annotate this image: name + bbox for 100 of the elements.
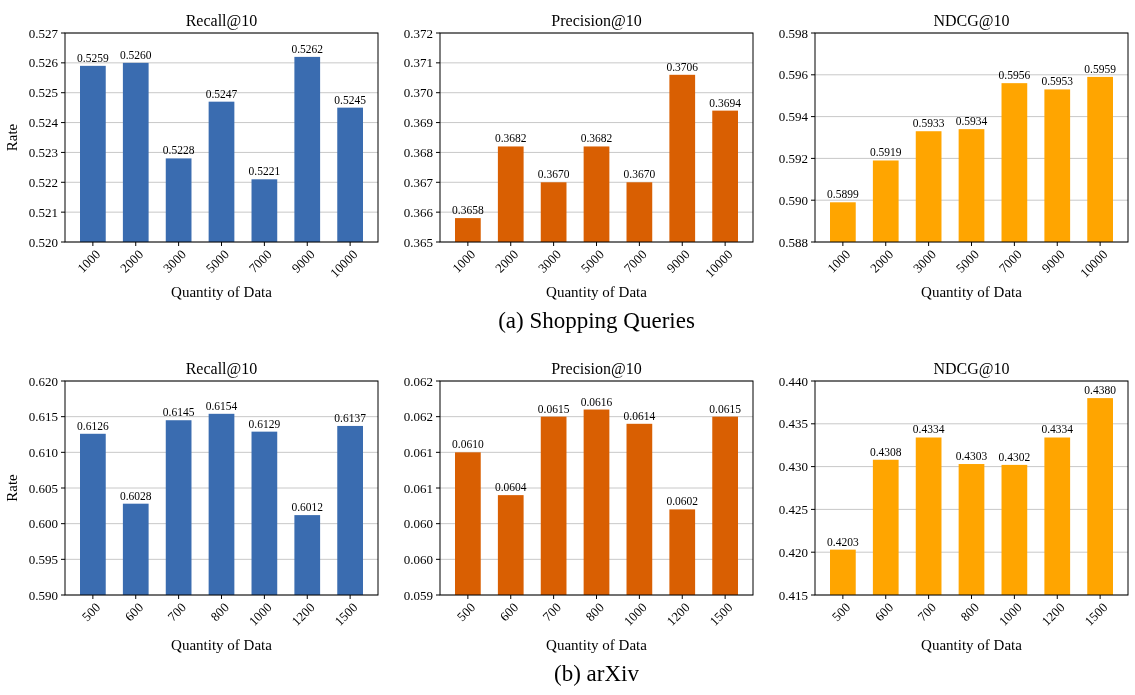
y-tick-label: 0.520 [28, 234, 58, 250]
x-tick-label: 500 [828, 599, 854, 625]
data-label: 0.5260 [119, 48, 152, 61]
y-tick-label: 0.366 [403, 204, 434, 220]
y-tick-label: 0.615 [28, 409, 58, 425]
data-label: 0.6137 [334, 411, 367, 424]
text: (b) arXiv [554, 661, 640, 686]
x-axis-title: Quantity of Data [171, 284, 273, 300]
y-tick-label: 0.610 [28, 444, 58, 460]
data-label: 0.5262 [291, 42, 324, 55]
y-tick-label: 0.062 [403, 373, 433, 389]
data-label: 0.0615 [537, 402, 570, 415]
y-tick-label: 0.588 [778, 234, 808, 250]
y-tick-label: 0.440 [778, 373, 808, 389]
x-axis-title: Quantity of Data [921, 284, 1023, 300]
y-tick-label: 0.595 [28, 551, 58, 567]
y-tick-label: 0.596 [778, 67, 809, 83]
data-label: 0.5899 [827, 188, 859, 201]
data-label: 0.5919 [869, 146, 902, 159]
y-tick-label: 0.521 [28, 204, 58, 220]
x-tick-label: 600 [496, 599, 522, 625]
data-label: 0.6126 [77, 419, 109, 432]
data-label: 0.5933 [912, 117, 945, 130]
y-tick-label: 0.605 [28, 480, 58, 496]
x-tick-label: 600 [871, 599, 897, 625]
y-tick-label: 0.524 [28, 115, 59, 131]
x-tick-label: 800 [207, 599, 232, 625]
data-label: 0.0615 [709, 402, 742, 415]
data-label: 0.4334 [1041, 423, 1074, 436]
y-tick-label: 0.420 [778, 544, 808, 560]
chart-title: Precision@10 [551, 360, 642, 378]
x-tick-label: 700 [914, 599, 939, 625]
y-tick-label: 0.526 [28, 55, 59, 71]
y-tick-label: 0.600 [28, 516, 58, 532]
data-label: 0.6012 [291, 501, 324, 514]
y-tick-label: 0.367 [403, 174, 434, 190]
y-tick-label: 0.062 [403, 409, 433, 425]
y-tick-label: 0.425 [778, 501, 808, 517]
x-axis-title: Quantity of Data [546, 637, 648, 653]
data-label: 0.0610 [452, 438, 484, 451]
y-tick-label: 0.061 [403, 444, 433, 460]
data-label: 0.3670 [623, 168, 656, 181]
y-tick-label: 0.370 [403, 85, 433, 101]
data-label: 0.5221 [248, 165, 281, 178]
y-tick-label: 0.620 [28, 373, 58, 389]
y-tick-label: 0.415 [778, 587, 808, 603]
y-tick-label: 0.371 [403, 55, 433, 71]
y-tick-label: 0.060 [403, 516, 433, 532]
chart-title: NDCG@10 [933, 12, 1010, 30]
text: (a) Shopping Queries [498, 308, 695, 333]
data-label: 0.0614 [623, 409, 656, 422]
y-tick-label: 0.598 [778, 25, 808, 41]
y-tick-label: 0.369 [403, 115, 433, 131]
data-label: 0.5953 [1041, 75, 1074, 88]
data-label: 0.4334 [912, 423, 945, 436]
chart-title: Recall@10 [185, 12, 258, 30]
y-tick-label: 0.061 [403, 480, 433, 496]
chart-title: Recall@10 [185, 360, 258, 378]
data-label: 0.6028 [119, 489, 152, 502]
data-label: 0.3670 [537, 168, 570, 181]
x-tick-label: 700 [539, 599, 564, 625]
data-label: 0.4303 [955, 450, 988, 463]
data-label: 0.3682 [494, 132, 527, 145]
y-tick-label: 0.430 [778, 459, 808, 475]
x-tick-label: 500 [453, 599, 479, 625]
y-tick-label: 0.059 [403, 587, 433, 603]
data-label: 0.5959 [1084, 62, 1117, 75]
y-tick-label: 0.594 [778, 109, 809, 125]
data-label: 0.4380 [1084, 384, 1117, 397]
y-tick-label: 0.522 [28, 174, 58, 190]
data-label: 0.5956 [998, 69, 1031, 82]
y-tick-label: 0.525 [28, 85, 58, 101]
x-tick-label: 7000 [620, 246, 650, 276]
x-tick-label: 7000 [995, 246, 1025, 276]
data-label: 0.0604 [494, 481, 527, 494]
y-axis-title: Rate [4, 123, 20, 152]
data-label: 0.6154 [205, 399, 238, 412]
data-label: 0.0602 [666, 495, 699, 508]
y-tick-label: 0.590 [778, 192, 808, 208]
data-label: 0.5934 [955, 115, 988, 128]
data-label: 0.5228 [162, 144, 195, 157]
y-tick-label: 0.523 [28, 144, 58, 160]
data-label: 0.4203 [827, 535, 859, 548]
y-axis-title: Rate [4, 473, 20, 502]
chart-title: NDCG@10 [933, 360, 1010, 378]
x-axis-title: Quantity of Data [921, 637, 1023, 653]
data-label: 0.3658 [452, 204, 484, 217]
x-tick-label: 7000 [245, 246, 275, 276]
y-tick-label: 0.060 [403, 551, 433, 567]
x-axis-title: Quantity of Data [546, 284, 648, 300]
data-label: 0.3682 [580, 132, 613, 145]
x-tick-label: 500 [78, 599, 104, 625]
data-label: 0.5259 [77, 51, 109, 64]
y-tick-label: 0.435 [778, 416, 808, 432]
data-label: 0.3706 [666, 60, 699, 73]
y-tick-label: 0.592 [778, 150, 808, 166]
data-label: 0.3694 [709, 96, 742, 109]
y-tick-label: 0.590 [28, 587, 58, 603]
y-tick-label: 0.365 [403, 234, 433, 250]
data-label: 0.6129 [248, 417, 281, 430]
